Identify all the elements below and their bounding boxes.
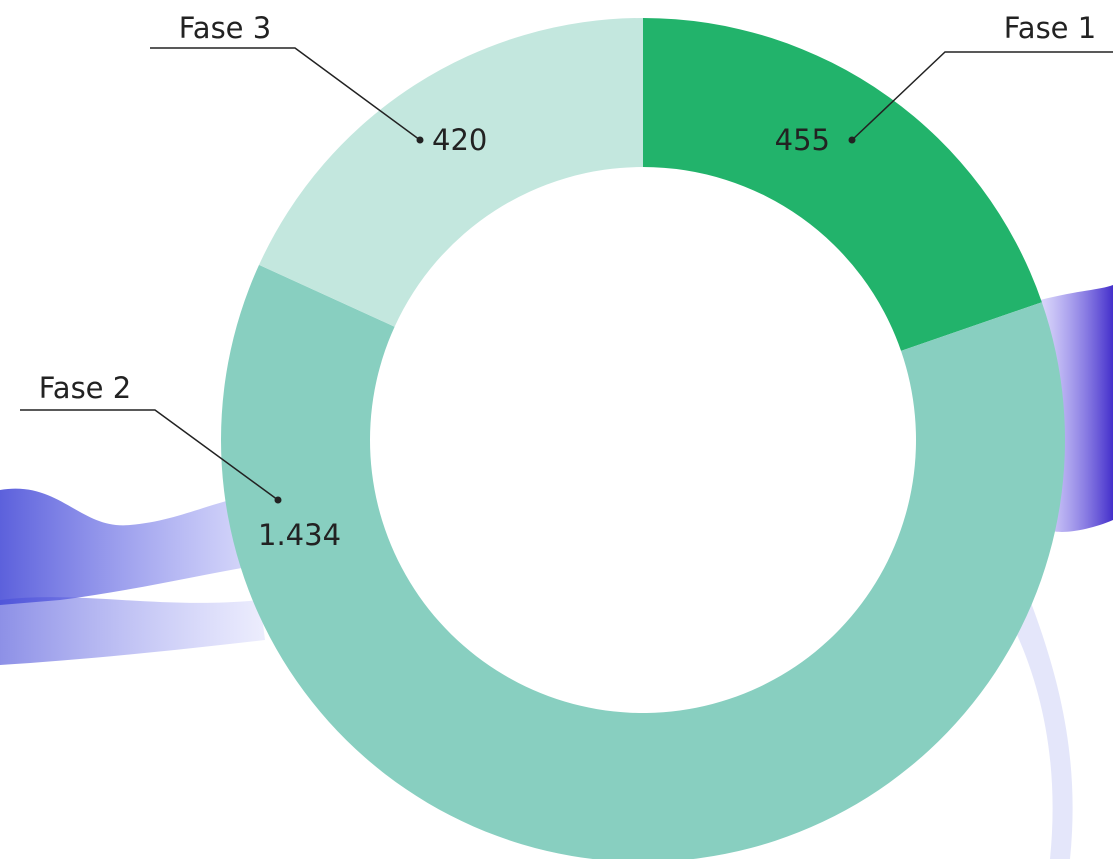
leader-dot xyxy=(416,136,424,144)
value-label: 1.434 xyxy=(258,518,341,552)
category-label: Fase 1 xyxy=(1004,11,1096,45)
slice xyxy=(643,18,1042,351)
leader-dot xyxy=(848,136,856,144)
slice xyxy=(221,264,1065,859)
category-label: Fase 3 xyxy=(179,11,271,45)
leader-line xyxy=(150,47,421,141)
value-label: 420 xyxy=(432,123,487,157)
labels: 455 Fase 1 1.434 Fase 2 420 Fase 3 xyxy=(20,11,1113,552)
slices xyxy=(221,18,1065,859)
category-label: Fase 2 xyxy=(39,371,131,405)
leader-line xyxy=(20,409,279,501)
background-smoke xyxy=(0,285,1113,859)
leader-line xyxy=(851,51,1113,141)
slice xyxy=(259,18,643,327)
value-label: 455 xyxy=(775,123,830,157)
leader-dot xyxy=(274,496,282,504)
